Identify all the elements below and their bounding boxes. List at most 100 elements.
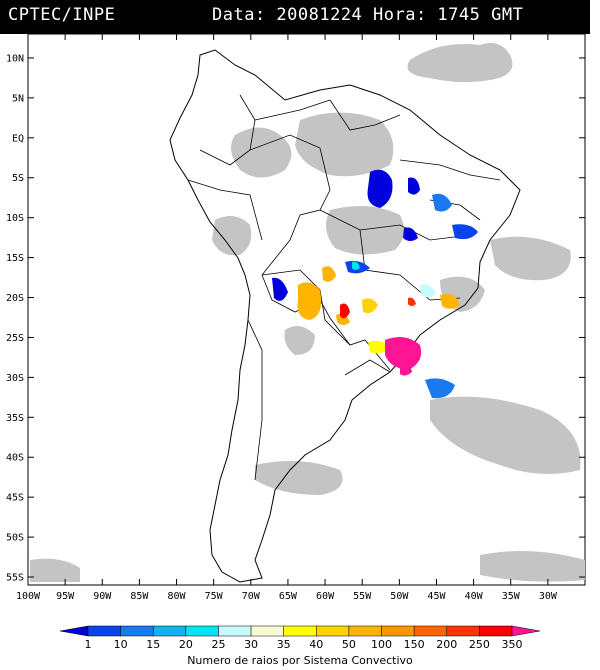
lon-label: 30W xyxy=(539,591,558,602)
cloud-northeast-atlantic xyxy=(490,236,571,281)
lon-label: 95W xyxy=(56,591,75,602)
cluster-blue-6 xyxy=(272,277,288,301)
colorbar-label: 250 xyxy=(469,638,490,651)
colorbar: 1 10 15 20 25 30 35 40 50 100 150 200 250 350 xyxy=(59,625,541,651)
lon-label: 70W xyxy=(242,591,261,602)
colorbar-segment xyxy=(283,625,317,637)
lon-label: 40W xyxy=(465,591,484,602)
lat-label: 10N xyxy=(6,53,24,64)
lat-label: 20S xyxy=(6,293,24,304)
lon-label: 45W xyxy=(427,591,446,602)
lon-label: 100W xyxy=(16,591,41,602)
border-brazil-west xyxy=(249,134,331,276)
cloud-amazon-central xyxy=(295,112,394,177)
colorbar-segment xyxy=(413,625,448,637)
cluster-orange-1 xyxy=(297,282,322,320)
colorbar-segment xyxy=(250,625,284,637)
lat-label: 55S xyxy=(6,573,24,584)
cloud-andes-north xyxy=(212,216,252,256)
cluster-blue-5 xyxy=(452,224,478,240)
lat-label: 45S xyxy=(6,493,24,504)
cloud-north-atlantic xyxy=(407,42,513,83)
border-peru xyxy=(187,179,263,241)
border-andes-chile xyxy=(247,319,263,481)
colorbar-label: 40 xyxy=(309,638,323,651)
border-uruguay xyxy=(344,359,391,376)
cluster-orange-2 xyxy=(322,266,336,282)
south-america-outline xyxy=(169,49,521,583)
lat-label: 5S xyxy=(12,173,24,184)
border-colombia xyxy=(199,94,256,166)
cluster-magenta-1 xyxy=(385,336,422,370)
lat-label: 15S xyxy=(6,253,24,264)
colorbar-segment xyxy=(185,625,219,637)
colorbar-label: 200 xyxy=(436,638,457,651)
border-guianas xyxy=(329,99,401,131)
border-brazil-states-3 xyxy=(399,159,501,181)
colorbar-label: 20 xyxy=(179,638,193,651)
datetime-label: Data: 20081224 Hora: 1745 GMT xyxy=(212,5,524,25)
colorbar-segment xyxy=(87,625,121,637)
cluster-orange-4 xyxy=(440,293,460,309)
colorbar-arrow-left xyxy=(59,625,89,637)
colorbar-label: 50 xyxy=(342,638,356,651)
colorbar-label: 25 xyxy=(211,638,225,651)
lightning-clusters xyxy=(272,169,478,399)
colorbar-label: 150 xyxy=(404,638,425,651)
border-venezuela xyxy=(254,99,331,121)
colorbar-arrow-right xyxy=(511,625,541,637)
colorbar-segment xyxy=(316,625,350,637)
lat-label: 5N xyxy=(12,93,24,104)
colorbar-label: 10 xyxy=(114,638,128,651)
colorbar-label: 350 xyxy=(502,638,523,651)
cluster-magenta-2 xyxy=(400,364,412,376)
lon-label: 80W xyxy=(168,591,187,602)
colorbar-segment xyxy=(218,625,252,637)
colorbar-segment xyxy=(152,625,187,637)
cloud-patagonia xyxy=(255,461,343,495)
border-brazil-states-2 xyxy=(359,229,461,301)
lon-label: 85W xyxy=(130,591,149,602)
lon-label: 75W xyxy=(205,591,224,602)
cluster-blue-1 xyxy=(367,169,393,208)
cloud-southwest xyxy=(30,558,80,582)
border-brazil-south xyxy=(261,269,391,371)
colorbar-label: 15 xyxy=(146,638,160,651)
colorbar-segment xyxy=(446,625,480,637)
longitude-axis: 100W 95W 90W 85W 80W 75W 70W 65W 60W 55W 50W 45W 40W… xyxy=(16,34,558,602)
cluster-blue-3 xyxy=(432,193,452,212)
lat-label: 30S xyxy=(6,373,24,384)
lat-label: 35S xyxy=(6,413,24,424)
lat-label: 10S xyxy=(6,213,24,224)
cloud-south-east-far xyxy=(480,551,585,582)
colorbar-title: Numero de raios por Sistema Convectivo xyxy=(187,654,413,667)
latitude-axis: 10N 5N EQ 5S 10S 15S 20S 25S 30S 35S 40S 45S 50S 55S xyxy=(6,53,585,584)
cloud-brazil-central xyxy=(326,206,404,255)
border-paraguay xyxy=(319,299,351,346)
colorbar-segment xyxy=(120,625,154,637)
colorbar-label: 30 xyxy=(244,638,258,651)
lat-label: EQ xyxy=(12,133,24,144)
lat-label: 40S xyxy=(6,453,24,464)
cluster-cyan-2 xyxy=(420,284,436,298)
lon-label: 60W xyxy=(316,591,335,602)
cluster-red-1 xyxy=(340,303,350,319)
colorbar-label: 1 xyxy=(85,638,92,651)
source-label: CPTEC/INPE xyxy=(8,5,116,25)
colorbar-segment xyxy=(381,625,415,637)
cloud-argentina xyxy=(284,326,315,355)
cluster-blue-4 xyxy=(403,227,418,241)
lat-label: 50S xyxy=(6,533,24,544)
cluster-cyan-1 xyxy=(352,261,360,270)
lon-label: 55W xyxy=(353,591,372,602)
cluster-blue-7 xyxy=(425,378,455,399)
lon-label: 90W xyxy=(93,591,112,602)
cloud-south-atlantic xyxy=(430,396,581,474)
cluster-orange-3 xyxy=(362,298,378,314)
colorbar-segment xyxy=(348,625,382,637)
title-bar: CPTEC/INPE Data: 20081224 Hora: 1745 GMT xyxy=(0,0,590,34)
colorbar-label: 35 xyxy=(277,638,291,651)
colorbar-label: 100 xyxy=(371,638,392,651)
lon-label: 65W xyxy=(279,591,298,602)
